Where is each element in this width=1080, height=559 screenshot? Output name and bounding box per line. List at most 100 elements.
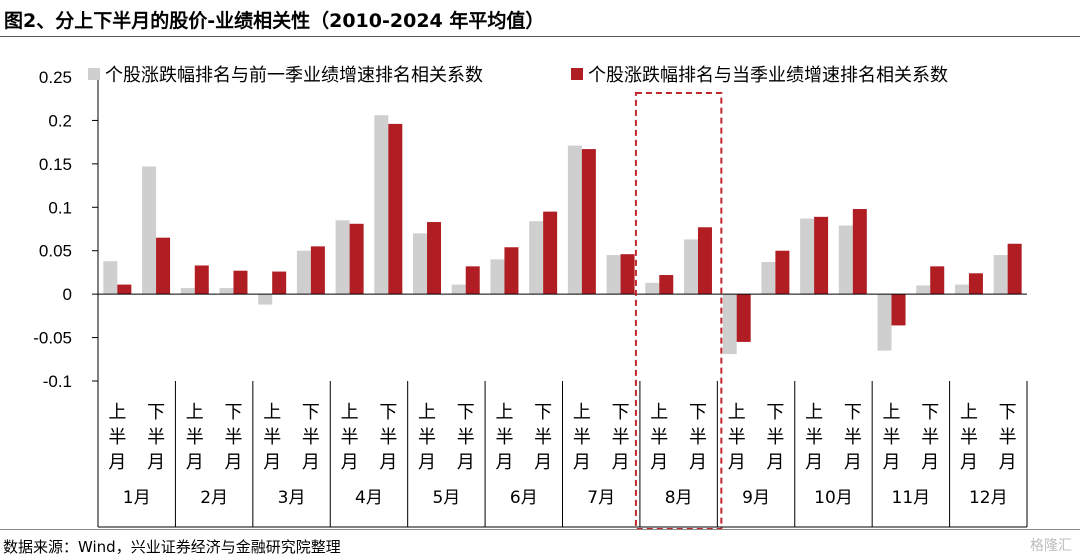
x-half-label: 下 (766, 402, 784, 423)
bar-series2 (814, 216, 829, 295)
bar-series1 (683, 239, 698, 295)
x-half-label: 月 (960, 452, 978, 473)
bar-series2 (465, 266, 480, 295)
x-half-label: 下 (457, 402, 475, 423)
bar-series2 (891, 294, 906, 326)
x-half-label: 上 (341, 402, 359, 423)
x-half-label: 下 (534, 402, 552, 423)
x-month-label: 6月 (510, 488, 538, 508)
x-month-label: 7月 (587, 488, 615, 508)
legend: 个股涨跌幅排名与前一季业绩增速排名相关系数 个股涨跌幅排名与当季业绩增速排名相关… (88, 65, 948, 86)
x-half-label: 月 (573, 452, 591, 473)
x-half-label: 上 (805, 402, 823, 423)
y-tick-label: -0.1 (43, 372, 72, 391)
bar-series1 (490, 259, 505, 295)
x-month-label: 9月 (742, 488, 770, 508)
bars (103, 115, 1022, 355)
x-month-label: 10月 (814, 488, 853, 508)
y-tick-label: 0.15 (39, 155, 72, 174)
x-half-label: 上 (883, 402, 901, 423)
x-half-label: 下 (379, 402, 397, 423)
x-half-label: 半 (921, 427, 939, 448)
x-half-label: 月 (341, 452, 359, 473)
bar-series2 (968, 273, 983, 295)
x-half-label: 月 (147, 452, 165, 473)
bar-series1 (529, 221, 544, 295)
x-half-label: 月 (379, 452, 397, 473)
bar-series1 (800, 218, 815, 295)
bar-series1 (645, 282, 660, 295)
x-half-label: 月 (689, 452, 707, 473)
x-half-label: 月 (612, 452, 630, 473)
x-half-label: 月 (186, 452, 204, 473)
x-half-label: 下 (224, 402, 242, 423)
bar-series2 (388, 123, 403, 295)
bar-series1 (761, 262, 776, 295)
x-half-label: 半 (650, 427, 668, 448)
bar-chart: 0.250.20.150.10.050-0.05-0.1 上半月下半月1月上半月… (33, 65, 1028, 530)
x-half-label: 月 (418, 452, 436, 473)
bar-series1 (219, 288, 234, 295)
y-tick-label: 0.2 (48, 111, 72, 130)
x-half-label: 半 (573, 427, 591, 448)
bar-series1 (838, 225, 853, 295)
bar-series1 (877, 294, 892, 351)
x-half-label: 半 (186, 427, 204, 448)
bar-series2 (930, 266, 945, 295)
highlight-box-august (634, 92, 723, 530)
y-tick-label: 0.25 (39, 68, 72, 87)
y-tick-label: 0.05 (39, 242, 72, 261)
x-half-label: 半 (534, 427, 552, 448)
x-half-label: 月 (224, 452, 242, 473)
legend-swatch-series1 (88, 68, 100, 80)
bar-series2 (543, 211, 558, 295)
x-half-label: 下 (612, 402, 630, 423)
x-half-label: 半 (108, 427, 126, 448)
x-half-label: 半 (341, 427, 359, 448)
x-axis: 上半月 下半月 1月 上半月 下半月 2月 上半月 下半月 3月 上半月 下半月 4月 上半月 下半月 5月… (97, 293, 1028, 528)
bar-series1 (103, 261, 118, 295)
x-half-label: 半 (883, 427, 901, 448)
legend-label-series1: 个股涨跌幅排名与前一季业绩增速排名相关系数 (105, 65, 483, 86)
x-half-label: 半 (418, 427, 436, 448)
x-half-label: 上 (573, 402, 591, 423)
bar-series1 (993, 255, 1008, 295)
bar-series1 (413, 233, 428, 295)
watermark-logo: 格隆汇 (1030, 538, 1072, 554)
x-half-label: 月 (728, 452, 746, 473)
x-month-label: 8月 (665, 488, 693, 508)
x-half-label: 上 (186, 402, 204, 423)
legend-swatch-series2 (571, 68, 583, 80)
x-half-label: 半 (689, 427, 707, 448)
x-half-label: 月 (457, 452, 475, 473)
x-month-label: 12月 (969, 488, 1008, 508)
x-half-label: 上 (495, 402, 513, 423)
bar-series1 (374, 115, 389, 295)
bar-series2 (620, 254, 635, 295)
x-half-label: 月 (534, 452, 552, 473)
bar-series2 (233, 270, 248, 295)
bar-series1 (567, 145, 582, 295)
bar-series1 (180, 288, 195, 295)
x-half-label: 月 (495, 452, 513, 473)
bar-series1 (335, 220, 350, 295)
bar-series2 (852, 209, 867, 295)
x-half-label: 半 (224, 427, 242, 448)
x-half-label: 半 (844, 427, 862, 448)
bar-series1 (451, 284, 466, 295)
x-month-label: 11月 (892, 488, 931, 508)
x-half-label: 下 (921, 402, 939, 423)
y-axis: 0.25 0.2 0.15 0.1 0.05 0 -0.05 -0.1 (33, 68, 99, 391)
x-half-label: 半 (805, 427, 823, 448)
y-tick-label: -0.05 (33, 329, 72, 348)
bar-series1 (722, 294, 737, 355)
bar-series2 (117, 284, 132, 295)
x-month-label: 3月 (278, 488, 306, 508)
x-half-label: 半 (960, 427, 978, 448)
x-half-label: 半 (999, 427, 1017, 448)
bar-series2 (775, 250, 790, 295)
bar-series1 (258, 294, 273, 305)
bar-series1 (142, 166, 157, 295)
x-half-label: 上 (960, 402, 978, 423)
x-half-label: 半 (457, 427, 475, 448)
